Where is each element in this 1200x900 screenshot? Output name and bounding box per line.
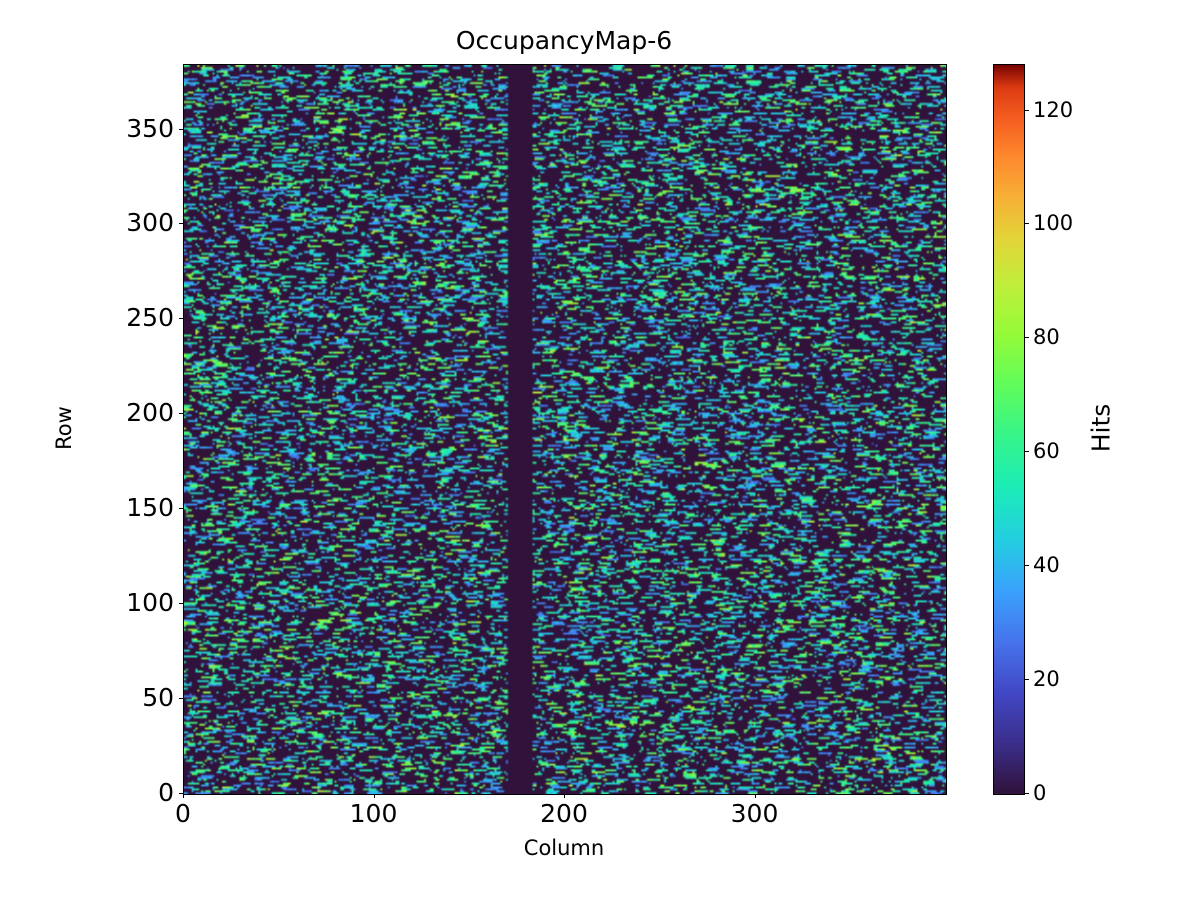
heatmap-image: [184, 65, 946, 794]
y-axis-tick-label: 250: [126, 303, 174, 333]
colorbar-tick: [1025, 223, 1029, 225]
y-axis-tick-label: 0: [158, 778, 174, 807]
y-axis-tick: [179, 508, 183, 510]
y-axis-tick: [179, 413, 183, 415]
colorbar-tick: [1025, 451, 1029, 453]
x-axis-tick: [754, 794, 756, 798]
y-axis-tick-label: 350: [126, 113, 174, 143]
y-axis-tick: [179, 603, 183, 605]
y-axis-tick: [179, 318, 183, 320]
colorbar-tick-label: 0: [1033, 781, 1047, 805]
colorbar-tick: [1025, 679, 1029, 681]
colorbar-tick-label: 120: [1033, 97, 1074, 122]
colorbar-tick-label: 20: [1033, 667, 1060, 692]
page-title: OccupancyMap-6: [455, 26, 673, 55]
y-axis-tick: [179, 793, 183, 794]
x-axis-tick: [373, 794, 375, 798]
y-axis-tick-label: 300: [126, 208, 174, 238]
x-axis-tick: [183, 794, 184, 798]
colorbar: [993, 64, 1025, 795]
y-axis-tick: [179, 128, 183, 130]
colorbar-tick-label: 80: [1033, 325, 1060, 350]
colorbar-tick-label: 100: [1033, 211, 1074, 236]
y-axis-tick-label: 200: [126, 398, 174, 428]
colorbar-tick-label: 40: [1033, 553, 1060, 578]
y-axis-tick: [179, 698, 183, 700]
y-axis-tick-label: 150: [126, 493, 174, 523]
x-axis-label: Column: [523, 836, 605, 860]
y-axis-label: Row: [52, 406, 76, 450]
x-axis-tick-label: 100: [349, 799, 398, 828]
colorbar-tick: [1025, 793, 1029, 794]
x-axis-tick: [564, 794, 565, 798]
colorbar-tick: [1025, 565, 1029, 567]
x-axis-tick-label: 300: [730, 799, 779, 828]
heatmap-plot-area: [183, 64, 947, 795]
colorbar-tick: [1025, 337, 1029, 339]
colorbar-tick-label: 60: [1033, 439, 1060, 464]
colorbar-label: Hits: [1086, 403, 1116, 453]
y-axis-tick-label: 50: [142, 683, 174, 713]
x-axis-tick-label: 0: [175, 799, 191, 828]
y-axis-tick-label: 100: [126, 588, 174, 618]
x-axis-tick-label: 200: [540, 799, 588, 828]
y-axis-tick: [179, 223, 183, 225]
colorbar-tick: [1025, 109, 1029, 111]
colorbar-gradient: [994, 65, 1024, 794]
